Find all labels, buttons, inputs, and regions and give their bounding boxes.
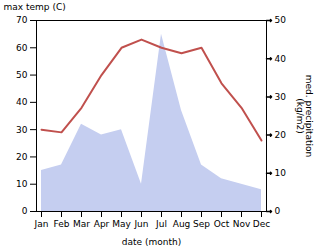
svg-text:Jun: Jun [133,219,148,229]
svg-text:Feb: Feb [54,219,70,229]
svg-text:Nov: Nov [233,219,251,229]
svg-text:50: 50 [16,70,28,80]
svg-text:40: 40 [16,97,28,107]
svg-text:Oct: Oct [214,219,230,229]
svg-text:May: May [112,219,131,229]
svg-text:70: 70 [16,15,28,25]
svg-text:Dec: Dec [253,219,270,229]
svg-text:Aug: Aug [173,219,191,229]
svg-text:Jan: Jan [34,219,49,229]
svg-text:Apr: Apr [94,219,110,229]
svg-text:date (month): date (month) [122,237,181,247]
svg-text:0: 0 [275,206,281,216]
svg-text:30: 30 [16,125,28,135]
svg-text:40: 40 [275,54,287,64]
svg-text:0: 0 [22,206,28,216]
svg-text:10: 10 [16,179,28,189]
svg-text:20: 20 [16,152,28,162]
svg-text:Sep: Sep [193,219,210,229]
svg-text:60: 60 [16,43,28,53]
svg-text:max temp (C): max temp (C) [4,2,66,12]
svg-text:30: 30 [275,92,287,102]
svg-text:med. precipitation(kg/m2): med. precipitation(kg/m2) [295,75,314,157]
svg-text:20: 20 [275,130,287,140]
svg-text:Jul: Jul [155,219,167,229]
svg-text:10: 10 [275,168,287,178]
svg-text:50: 50 [275,15,287,25]
svg-text:Mar: Mar [73,219,90,229]
